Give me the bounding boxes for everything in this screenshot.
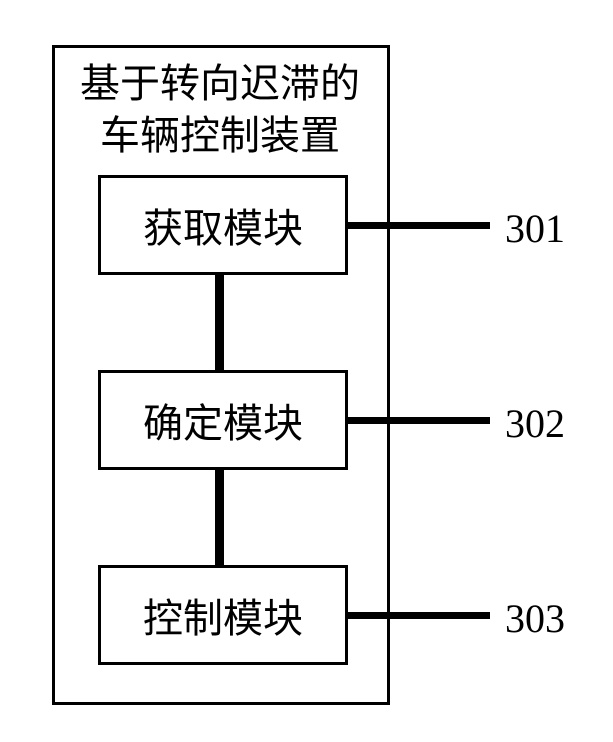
ref-line-3 <box>348 612 490 619</box>
ref-line-1 <box>348 222 490 229</box>
vertical-connector-2 <box>215 470 224 565</box>
module-label-3: 控制模块 <box>143 586 303 644</box>
module-box-3: 控制模块 <box>98 565 348 665</box>
module-box-1: 获取模块 <box>98 175 348 275</box>
module-box-2: 确定模块 <box>98 370 348 470</box>
ref-number-1: 301 <box>505 205 565 252</box>
ref-number-3: 303 <box>505 595 565 642</box>
ref-line-2 <box>348 417 490 424</box>
title-line1: 基于转向迟滞的 <box>80 61 360 106</box>
module-label-2: 确定模块 <box>143 391 303 449</box>
diagram-title: 基于转向迟滞的 车辆控制装置 <box>60 58 380 162</box>
title-line2: 车辆控制装置 <box>100 113 340 158</box>
vertical-connector-1 <box>215 275 224 370</box>
ref-number-2: 302 <box>505 400 565 447</box>
module-label-1: 获取模块 <box>143 196 303 254</box>
